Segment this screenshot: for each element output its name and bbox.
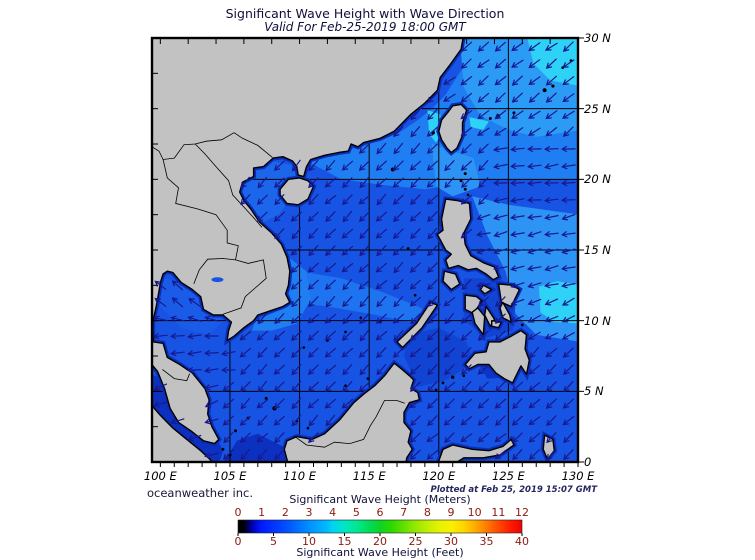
- legend-feet-title: Significant Wave Height (Feet): [296, 546, 464, 559]
- valid-time-subtitle: Valid For Feb-25-2019 18:00 GMT: [264, 20, 466, 34]
- wave-direction-arrows: [153, 41, 576, 461]
- lake: [211, 277, 224, 283]
- legend-feet-tick: 20: [373, 535, 387, 548]
- legend-feet-tick: 25: [408, 535, 423, 548]
- legend-meters-tick: 2: [281, 506, 289, 519]
- wave-height-region: [431, 144, 481, 197]
- lat-axis-label: 0: [584, 455, 592, 469]
- legend-feet-tick: 5: [270, 535, 277, 548]
- map-layers: [152, 38, 578, 462]
- lat-axis-label: 5 N: [584, 384, 604, 399]
- wave-height-region: [223, 433, 289, 462]
- legend-meters-tick: 12: [515, 506, 529, 519]
- lat-axis-label: 30 N: [584, 31, 611, 45]
- legend-meters-title: Significant Wave Height (Meters): [289, 493, 471, 506]
- lon-axis-label: 105 E: [213, 469, 247, 483]
- legend-feet-tick: 10: [302, 535, 316, 548]
- wave-height-region: [252, 257, 311, 331]
- lon-axis-label: 130 E: [561, 469, 595, 483]
- wave-height-region: [539, 281, 578, 324]
- legend-meters-tick: 6: [376, 506, 384, 519]
- wave-height-region: [469, 117, 489, 130]
- lat-axis-label: 20 N: [584, 172, 611, 187]
- legend-ticks: [237, 533, 523, 536]
- landmass: [152, 38, 555, 462]
- credit-text: oceanweather inc.: [147, 486, 254, 500]
- lon-axis-label: 110 E: [283, 469, 316, 483]
- country-borders: [152, 132, 405, 448]
- legend-colorbar: [237, 519, 523, 534]
- legend-feet-tick: 35: [479, 535, 494, 548]
- legend-meters-tick: 9: [447, 506, 455, 519]
- page-title: Significant Wave Height with Wave Direct…: [225, 6, 505, 21]
- legend-meters-tick: 0: [234, 506, 242, 519]
- map-frame: [150, 36, 580, 464]
- lat-axis-label: 25 N: [584, 101, 611, 116]
- legend-meters-tick: 7: [400, 506, 408, 519]
- legend-meters-tick: 10: [467, 506, 482, 519]
- legend-meters-tick: 5: [352, 506, 360, 519]
- legend-meters-tick: 4: [329, 506, 337, 519]
- lon-axis-label: 100 E: [143, 469, 177, 483]
- legend-meters-tick: 8: [423, 506, 431, 519]
- lat-axis-label: 10 N: [584, 313, 611, 328]
- legend-meters-tick: 3: [305, 506, 313, 519]
- lon-axis-label: 115 E: [352, 469, 386, 483]
- legend-feet-tick: 0: [234, 535, 242, 548]
- lon-axis-label: 120 E: [422, 469, 456, 483]
- lat-axis-label: 15 N: [584, 243, 611, 257]
- lon-axis-label: 125 E: [491, 469, 525, 483]
- legend-feet-tick: 40: [515, 535, 529, 548]
- legend-feet-tick: 30: [444, 535, 458, 548]
- plotted-timestamp: Plotted at Feb 25, 2019 15:07 GMT: [430, 485, 597, 495]
- legend-feet-tick: 15: [337, 535, 352, 548]
- legend-meters-tick: 1: [258, 506, 266, 519]
- legend-meters-tick: 11: [491, 506, 506, 519]
